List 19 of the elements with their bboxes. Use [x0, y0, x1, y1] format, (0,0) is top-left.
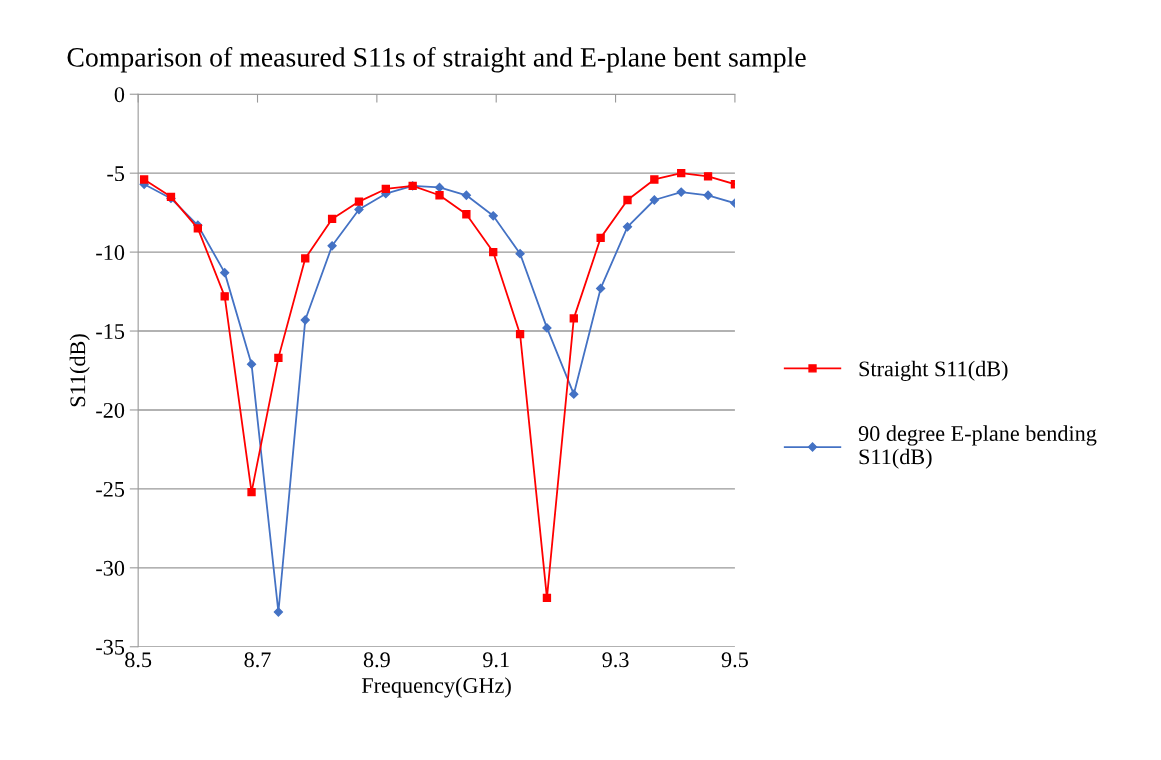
y-tick-label: 0 — [114, 87, 125, 103]
y-tick-label: -30 — [96, 560, 125, 576]
y-tick-label: -20 — [96, 402, 125, 418]
y-tick-label: -10 — [96, 245, 125, 261]
y-tick-label: -25 — [96, 481, 125, 497]
x-tick-label: 9.1 — [483, 652, 509, 668]
y-tick-label: -5 — [107, 166, 125, 182]
y-tick-label: -35 — [96, 639, 125, 655]
legend-label: 90 degree E-plane bending S11(dB) — [858, 425, 1097, 469]
x-tick-label: 8.9 — [363, 652, 390, 668]
x-tick-label: 8.5 — [125, 652, 152, 668]
x-tick-label: 9.3 — [602, 652, 629, 668]
y-axis-title: S11(dB) — [69, 334, 90, 407]
x-tick-label: 9.5 — [721, 652, 748, 668]
x-tick-label: 8.7 — [244, 652, 271, 668]
chart-title: Comparison of measured S11s of straight and E-plane bent sample — [67, 46, 806, 73]
legend-label: Straight S11(dB) — [859, 360, 1008, 381]
y-tick-label: -15 — [96, 324, 125, 339]
x-axis-title: Frequency(GHz) — [361, 677, 511, 698]
